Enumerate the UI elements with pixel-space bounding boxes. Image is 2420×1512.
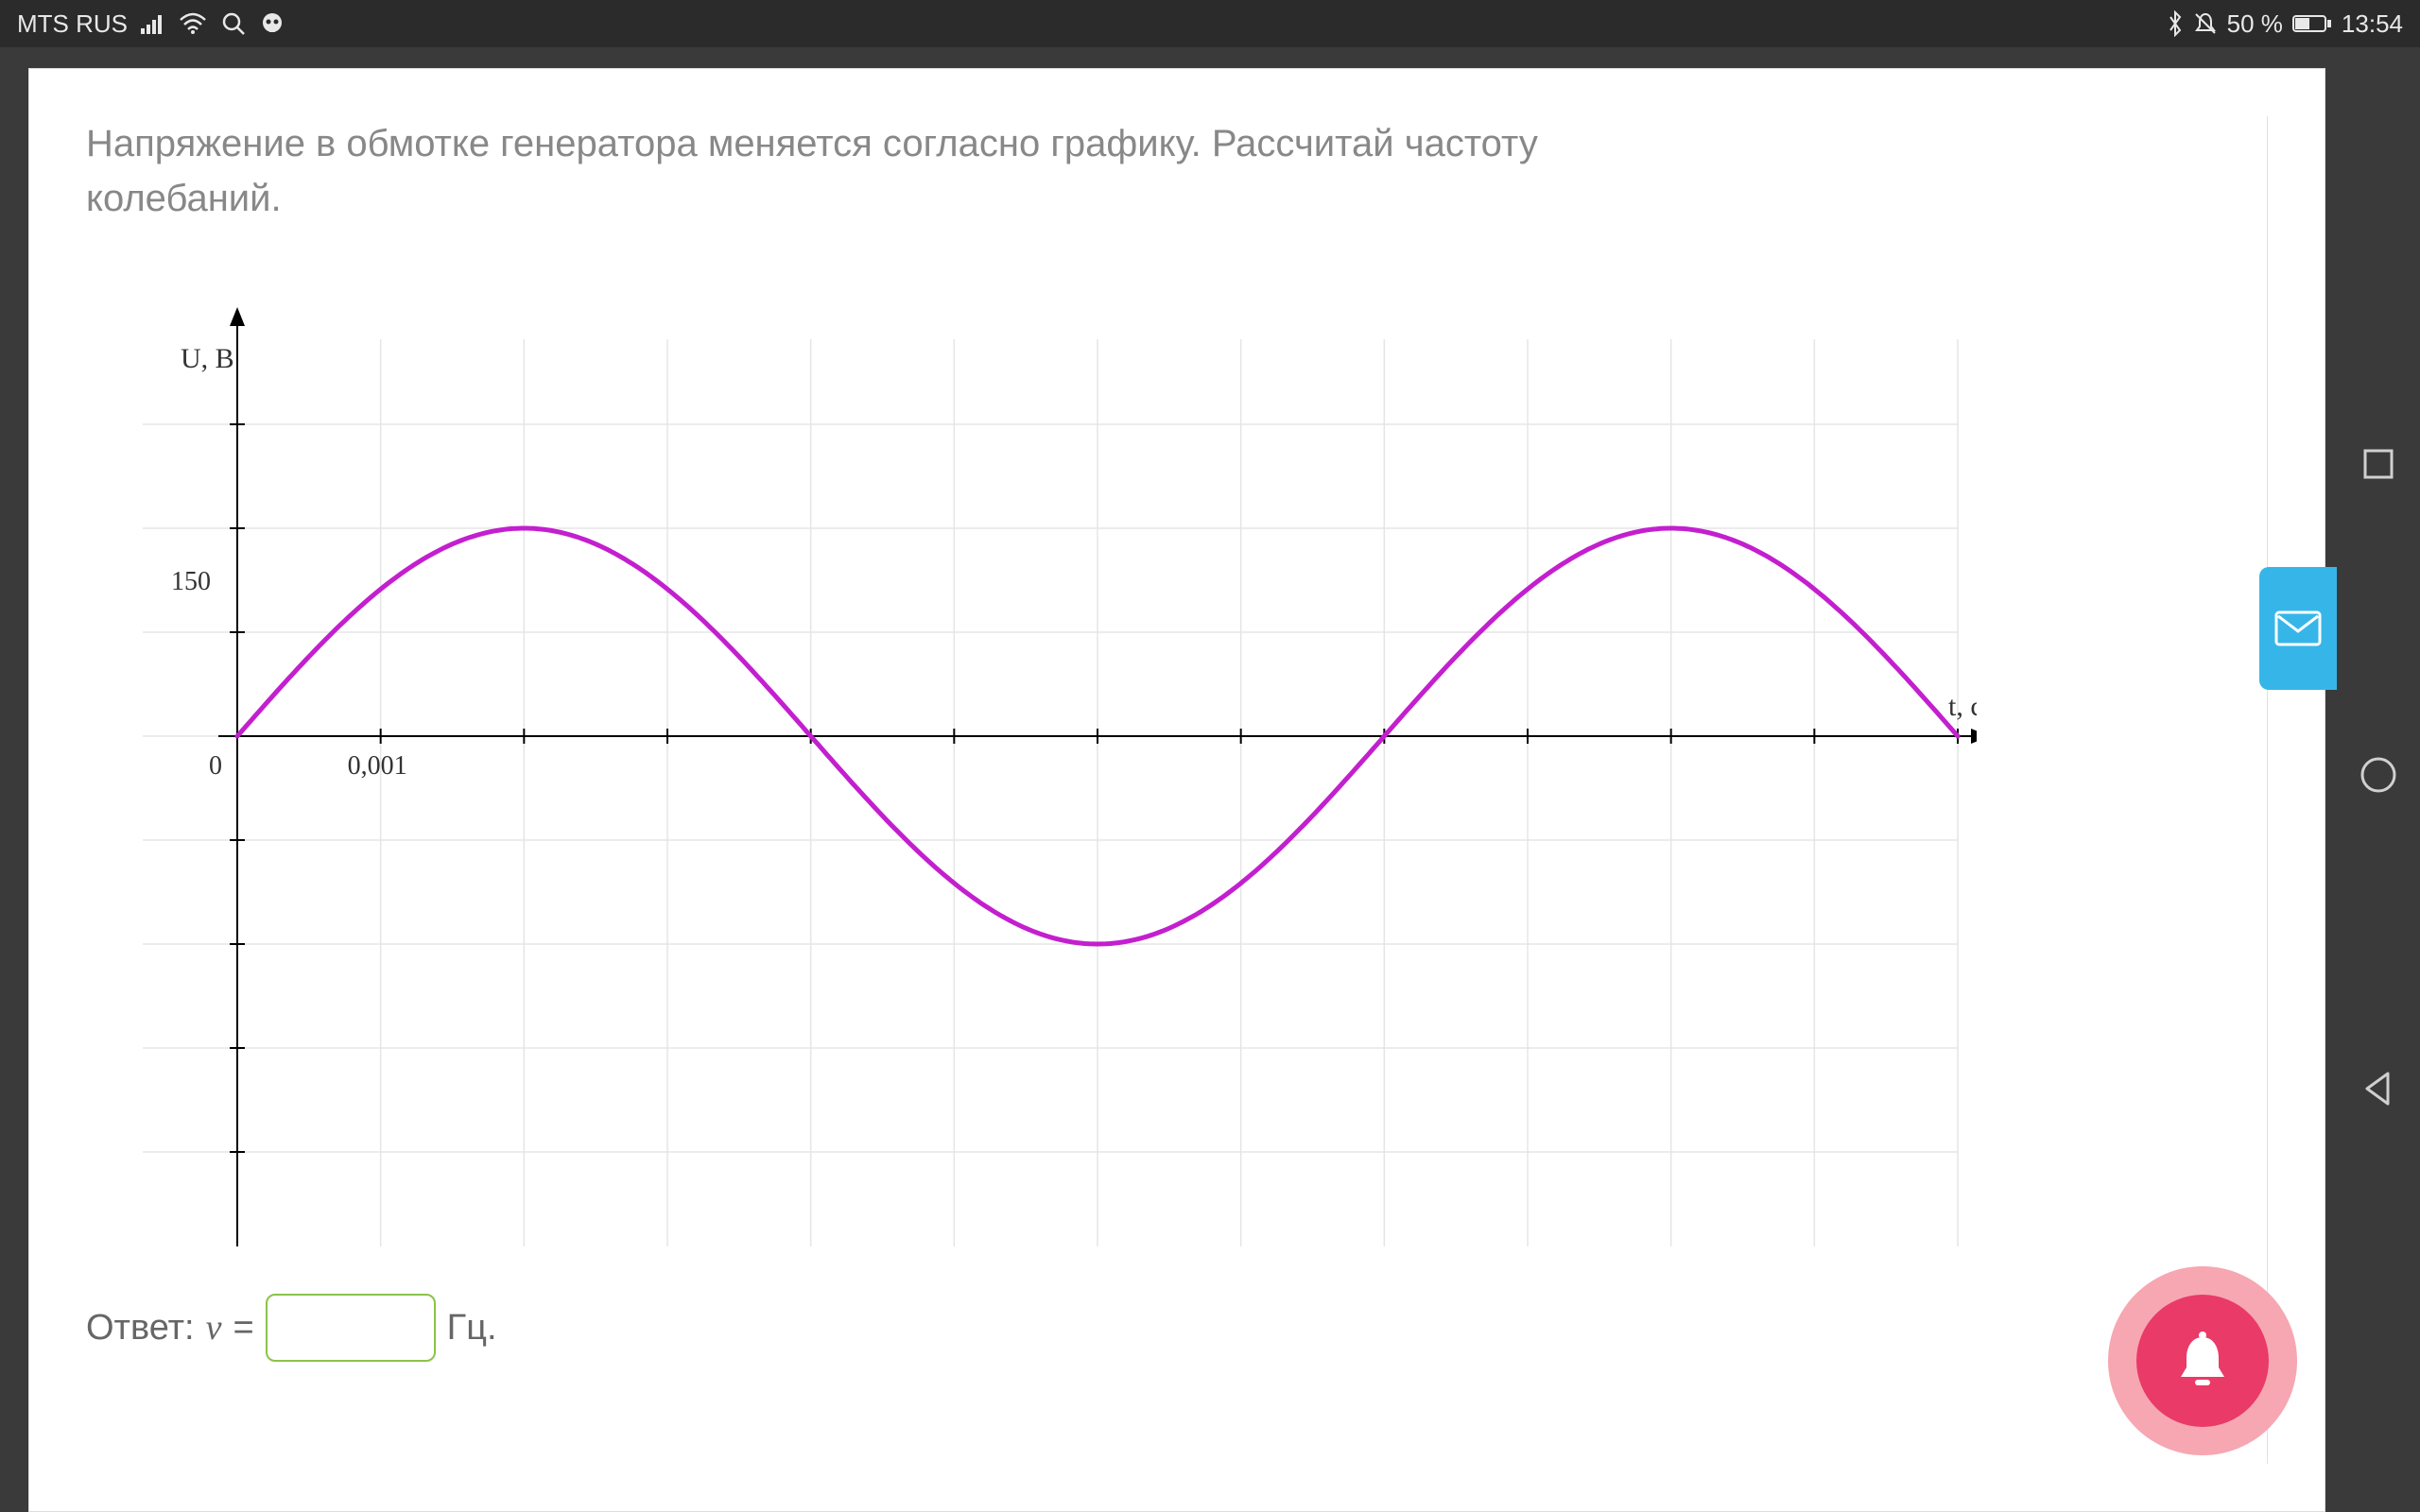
system-nav-bar	[2337, 47, 2420, 1512]
frequency-input[interactable]	[266, 1294, 436, 1362]
status-bar-right: 50 % 13:54	[2167, 9, 2403, 39]
home-button[interactable]	[2358, 754, 2399, 800]
content-card: Напряжение в обмотке генератора меняется…	[28, 68, 2325, 1512]
svg-text:0,001: 0,001	[348, 751, 407, 781]
back-button[interactable]	[2358, 1068, 2399, 1114]
signal-icon	[141, 13, 165, 34]
voltage-chart: U, B t, c 0 0,001 150	[86, 264, 1977, 1265]
skull-icon	[260, 11, 285, 36]
mail-tab-button[interactable]	[2259, 567, 2337, 690]
answer-equals: =	[233, 1308, 253, 1349]
bell-icon	[2169, 1328, 2236, 1394]
svg-text:t, c: t, c	[1948, 691, 1977, 722]
search-icon[interactable]	[220, 10, 247, 37]
bluetooth-icon	[2167, 10, 2184, 37]
screen-root: MTS RUS 50 % 13:5	[0, 0, 2420, 1512]
mail-icon	[2274, 610, 2322, 646]
svg-text:U, B: U, B	[181, 343, 234, 374]
status-bar-left: MTS RUS	[17, 9, 285, 39]
status-bar: MTS RUS 50 % 13:5	[0, 0, 2420, 47]
answer-unit: Гц.	[447, 1308, 497, 1349]
notification-fab[interactable]	[2108, 1266, 2297, 1455]
answer-prefix: Ответ:	[86, 1308, 195, 1349]
svg-text:150: 150	[171, 567, 211, 596]
content-inner: Напряжение в обмотке генератора меняется…	[86, 116, 2268, 1464]
mute-bell-icon	[2193, 11, 2218, 36]
svg-text:0: 0	[209, 751, 222, 781]
notification-fab-inner	[2136, 1295, 2269, 1427]
answer-row: Ответ: ν = Гц.	[86, 1294, 2229, 1362]
answer-symbol: ν	[206, 1307, 222, 1349]
clock-label: 13:54	[2342, 9, 2403, 39]
question-text: Напряжение в обмотке генератора меняется…	[86, 116, 1674, 226]
wifi-icon	[179, 12, 207, 35]
battery-percent: 50 %	[2227, 9, 2283, 39]
battery-icon	[2292, 13, 2332, 34]
carrier-label: MTS RUS	[17, 9, 128, 39]
recent-apps-button[interactable]	[2360, 445, 2397, 488]
